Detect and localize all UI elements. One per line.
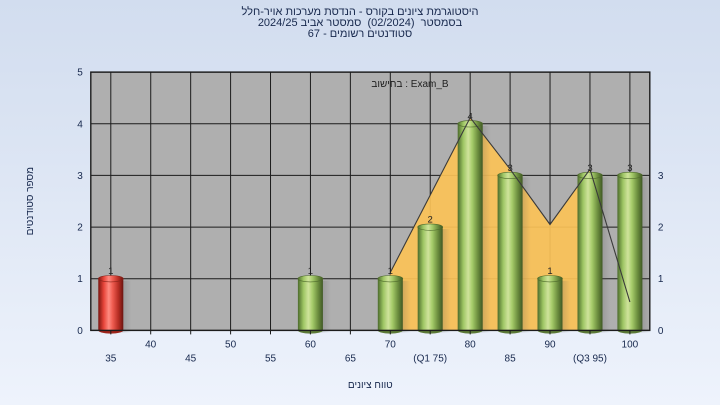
svg-text:4: 4 [468, 111, 473, 122]
svg-text:45: 45 [185, 353, 197, 364]
svg-text:1: 1 [547, 266, 552, 277]
svg-text:2: 2 [428, 215, 433, 226]
svg-text:100: 100 [622, 339, 639, 350]
svg-text:(Q3 95): (Q3 95) [573, 353, 607, 364]
svg-text:2: 2 [77, 223, 83, 234]
svg-text:3: 3 [587, 163, 592, 174]
svg-text:1: 1 [308, 266, 313, 277]
svg-text:1: 1 [108, 266, 113, 277]
svg-text:70: 70 [385, 339, 397, 350]
svg-text:35: 35 [105, 353, 117, 364]
svg-text:טווח ציונים: טווח ציונים [348, 380, 393, 391]
svg-text:3: 3 [77, 171, 83, 182]
svg-text:5: 5 [77, 68, 83, 79]
svg-text:3: 3 [658, 171, 664, 182]
svg-text:60: 60 [305, 339, 317, 350]
svg-text:65: 65 [345, 353, 357, 364]
svg-text:0: 0 [658, 326, 664, 337]
svg-text:1: 1 [77, 274, 83, 285]
svg-text:85: 85 [505, 353, 517, 364]
svg-text:2: 2 [658, 223, 664, 234]
svg-text:50: 50 [225, 339, 237, 350]
svg-text:3: 3 [627, 163, 632, 174]
svg-text:90: 90 [544, 339, 556, 350]
svg-text:1: 1 [388, 266, 393, 277]
svg-text:מספר סטודנטים: מספר סטודנטים [25, 167, 36, 236]
svg-text:1: 1 [658, 274, 664, 285]
svg-text:80: 80 [465, 339, 477, 350]
svg-text:55: 55 [265, 353, 277, 364]
svg-text:40: 40 [145, 339, 157, 350]
svg-text:0: 0 [77, 326, 83, 337]
svg-text:4: 4 [77, 119, 83, 130]
svg-text:(Q1 75): (Q1 75) [413, 353, 447, 364]
svg-text:3: 3 [507, 163, 512, 174]
